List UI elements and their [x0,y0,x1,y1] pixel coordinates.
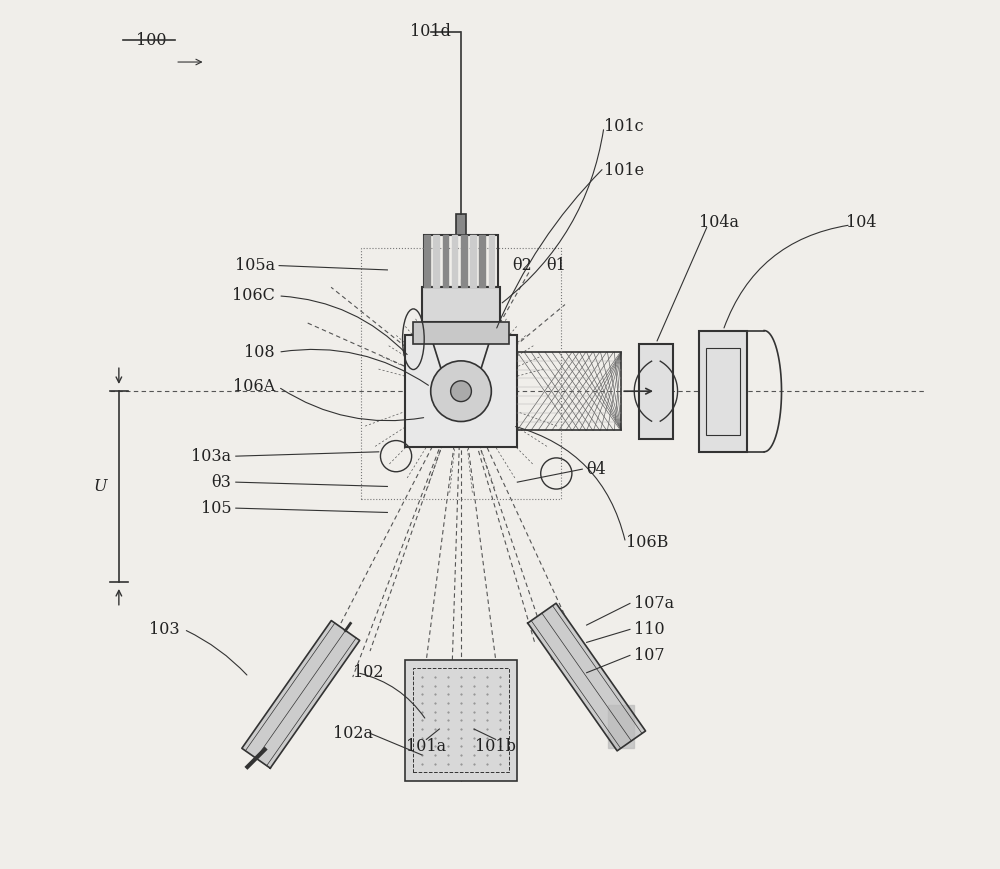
Polygon shape [474,322,496,391]
Text: 107: 107 [634,647,665,664]
Polygon shape [461,235,467,288]
Bar [699,330,747,452]
Polygon shape [452,235,457,288]
Text: 101d: 101d [410,23,451,40]
Polygon shape [528,603,646,751]
Bar [361,249,561,500]
Text: 108: 108 [244,344,275,361]
Polygon shape [489,235,494,288]
Text: 107a: 107a [634,595,674,612]
Text: 104: 104 [846,214,877,231]
Text: 102: 102 [353,664,383,681]
Text: 106B: 106B [626,534,668,551]
Text: 102a: 102a [333,725,373,742]
Bar [405,660,517,781]
Circle shape [431,361,491,421]
Text: θ3: θ3 [212,474,231,491]
Text: 103: 103 [149,620,179,638]
Polygon shape [608,705,634,748]
Polygon shape [424,235,430,288]
Text: 106A: 106A [233,378,275,395]
Text: 110: 110 [634,620,665,638]
Text: 105: 105 [201,500,231,517]
Text: θ1: θ1 [546,257,566,274]
Text: 106C: 106C [232,288,275,304]
Text: U: U [93,478,107,495]
Bar [639,343,673,439]
Polygon shape [433,235,439,288]
Bar [456,214,466,235]
Bar [413,322,509,343]
Text: 103a: 103a [191,448,231,465]
Text: 100: 100 [136,31,167,49]
Text: 104a: 104a [699,214,739,231]
Bar [405,335,517,448]
Circle shape [451,381,471,401]
Text: 101c: 101c [604,118,644,136]
Text: 101a: 101a [406,738,446,755]
Text: θ4: θ4 [587,461,606,478]
Polygon shape [470,235,476,288]
Bar [517,352,621,430]
Polygon shape [443,235,448,288]
Bar [422,288,500,322]
Bar [413,668,509,773]
Polygon shape [426,322,448,391]
Bar [424,235,498,288]
Text: 101b: 101b [475,738,516,755]
Text: 101e: 101e [604,162,644,179]
Polygon shape [479,235,485,288]
Text: 105a: 105a [235,257,275,274]
Bar [706,348,740,434]
Text: θ2: θ2 [512,257,532,274]
Polygon shape [242,620,360,768]
